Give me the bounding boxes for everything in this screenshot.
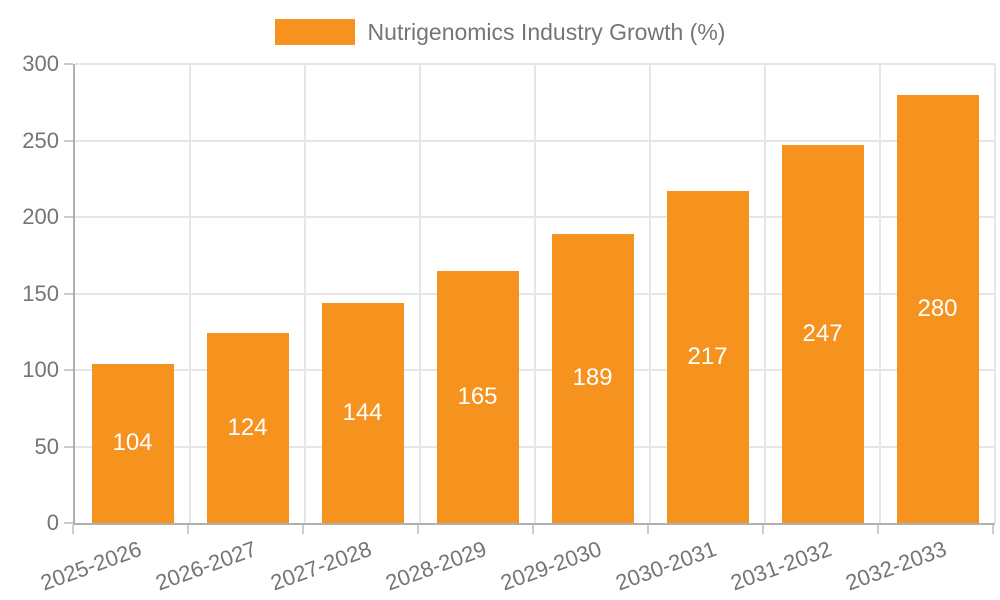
y-axis-label: 0	[46, 510, 59, 535]
y-axis-label: 250	[22, 127, 59, 153]
bar-value-label: 124	[227, 414, 268, 442]
x-tick	[417, 525, 419, 534]
x-axis-label: 2025-2026	[37, 536, 146, 596]
bar-value-label: 217	[687, 343, 728, 370]
bar-value-label: 189	[572, 364, 613, 392]
x-tick	[877, 525, 879, 534]
bar: 189	[551, 233, 634, 523]
v-gridline	[649, 64, 651, 523]
x-axis-label: 2032-2033	[842, 536, 951, 596]
legend: Nutrigenomics Industry Growth (%)	[0, 19, 1000, 45]
x-axis-label: 2031-2032	[727, 536, 836, 596]
y-axis-label: 300	[22, 51, 59, 76]
legend-swatch	[274, 19, 355, 45]
y-tick	[64, 522, 73, 524]
y-tick	[64, 445, 73, 448]
legend-label: Nutrigenomics Industry Growth (%)	[367, 19, 726, 45]
y-axis-label: 50	[34, 433, 59, 459]
v-gridline	[994, 64, 996, 523]
bar: 124	[206, 333, 289, 523]
y-tick	[64, 216, 73, 218]
v-gridline	[879, 64, 881, 523]
x-tick	[532, 525, 534, 534]
x-axis-label: 2030-2031	[612, 536, 721, 596]
bar-value-label: 247	[802, 320, 843, 348]
x-axis-label: 2028-2029	[382, 536, 491, 596]
x-tick	[187, 525, 189, 534]
y-tick	[64, 63, 73, 65]
plot-area: 104 124 144 165 189 217 247 280	[73, 63, 996, 525]
bar: 144	[321, 302, 404, 523]
bar: 280	[896, 94, 979, 523]
x-axis-label: 2029-2030	[497, 536, 606, 596]
v-gridline	[764, 64, 766, 523]
x-tick	[992, 525, 994, 534]
y-tick	[64, 139, 73, 142]
x-axis-label: 2026-2027	[152, 536, 261, 596]
x-tick	[647, 525, 649, 534]
v-gridline	[189, 64, 191, 523]
x-tick	[302, 525, 304, 534]
bar-value-label: 165	[457, 382, 498, 410]
x-axis-label: 2027-2028	[267, 536, 376, 596]
bar-value-label: 280	[917, 294, 958, 322]
bar: 104	[91, 363, 174, 523]
v-gridline	[419, 64, 421, 523]
bar-value-label: 104	[112, 429, 153, 457]
y-axis-label: 200	[22, 204, 59, 229]
v-gridline	[304, 64, 306, 523]
y-tick	[64, 369, 73, 371]
y-tick	[64, 292, 73, 295]
bar: 165	[436, 270, 519, 523]
y-axis-label: 100	[22, 357, 59, 382]
y-axis-label: 150	[22, 280, 59, 306]
v-gridline	[534, 64, 536, 523]
bar: 217	[666, 191, 749, 523]
bar-value-label: 144	[342, 398, 383, 426]
x-tick	[72, 525, 74, 534]
x-tick	[762, 525, 764, 534]
bar: 247	[781, 145, 864, 523]
